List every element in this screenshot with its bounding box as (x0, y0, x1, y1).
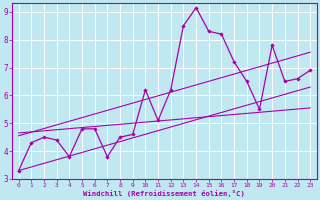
X-axis label: Windchill (Refroidissement éolien,°C): Windchill (Refroidissement éolien,°C) (84, 190, 245, 197)
